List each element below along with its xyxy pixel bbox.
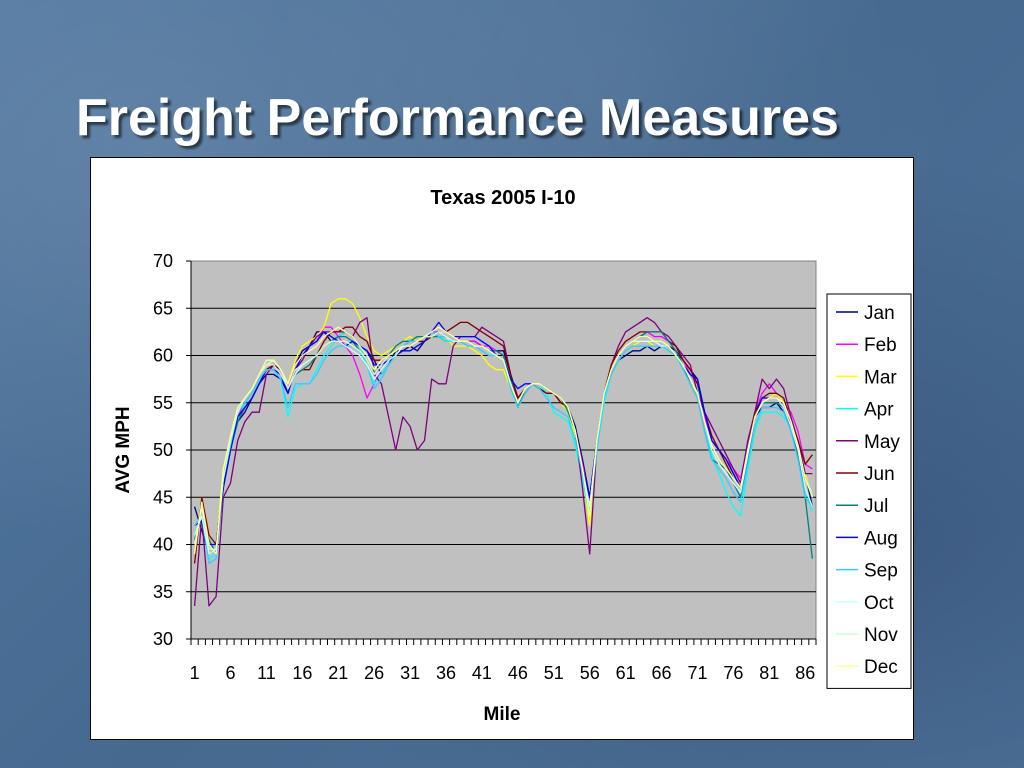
legend-label: Jan: [864, 303, 895, 324]
x-tick-label: 36: [436, 663, 456, 683]
x-tick-label: 56: [580, 663, 600, 683]
y-tick-label: 45: [153, 487, 173, 507]
legend-box: [826, 293, 912, 689]
x-tick-label: 81: [759, 663, 779, 683]
chart-title: Texas 2005 I-10: [430, 187, 575, 209]
legend-label: Sep: [864, 561, 898, 582]
chart-container: Texas 2005 I-10 Mile AVG MPH 30 35 40 45 50 5…: [90, 157, 914, 740]
slide-title: Freight Performance Measures: [76, 89, 839, 147]
legend-label: Nov: [864, 625, 898, 646]
x-tick-label: 11: [257, 663, 276, 683]
y-axis-title: AVG MPH: [113, 406, 134, 493]
x-tick-label: 86: [795, 663, 815, 683]
chart-svg: Texas 2005 I-10 Mile AVG MPH 30 35 40 45 50 5…: [113, 187, 912, 725]
x-tick-label: 51: [544, 663, 564, 683]
series-line-may: [193, 317, 813, 607]
x-tick-label: 1: [190, 663, 200, 683]
x-tick-label: 26: [364, 663, 384, 683]
x-tick-label: 71: [687, 663, 707, 683]
legend-label: Mar: [864, 367, 897, 388]
legend-label: Oct: [864, 593, 894, 614]
x-tick-label: 41: [472, 663, 492, 683]
y-tick-label: 65: [153, 298, 173, 318]
x-tick-label: 61: [616, 663, 636, 683]
x-tick-label: 66: [652, 663, 672, 683]
x-tick-label: 21: [328, 663, 348, 683]
legend-label: Jun: [864, 464, 895, 485]
legend-label: Apr: [864, 400, 894, 421]
y-tick-label: 35: [153, 582, 173, 602]
x-axis-title: Mile: [484, 704, 521, 725]
x-tick-label: 46: [508, 663, 528, 683]
y-tick-label: 55: [153, 393, 173, 413]
y-tick-label: 40: [153, 535, 173, 555]
legend-label: Jul: [864, 496, 888, 517]
legend: Jan Feb Mar Apr May Jun Jul Aug Sep Oct Nov Dec: [826, 293, 912, 689]
x-tick-label: 76: [723, 663, 743, 683]
legend-label: Dec: [864, 657, 898, 678]
legend-label: Feb: [864, 335, 897, 356]
x-tick-label: 16: [292, 663, 312, 683]
series-line-dec: [193, 326, 814, 555]
legend-label: May: [864, 432, 900, 453]
y-tick-label: 30: [153, 629, 173, 649]
y-tick-label: 50: [153, 440, 173, 460]
y-tick-label: 60: [153, 346, 173, 366]
x-tick-label: 31: [400, 663, 420, 683]
y-tick-label: 70: [153, 251, 173, 271]
x-tick-label: 6: [226, 663, 236, 683]
legend-label: Aug: [864, 528, 898, 549]
